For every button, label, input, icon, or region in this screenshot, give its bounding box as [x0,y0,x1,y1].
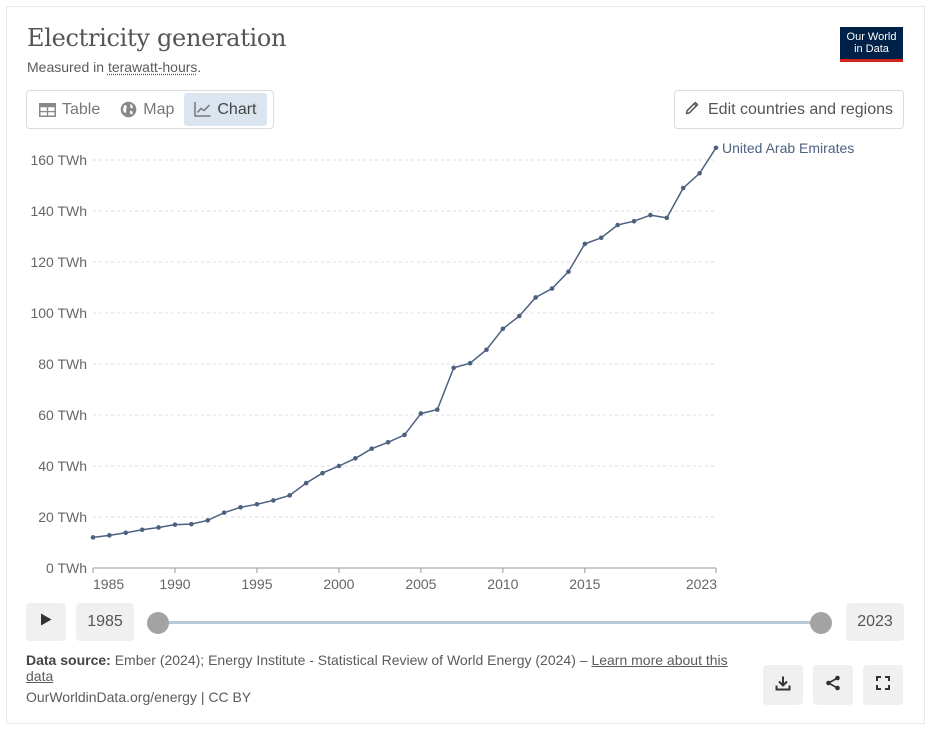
timeline-start-year[interactable]: 1985 [76,603,134,641]
unit-link[interactable]: terawatt-hours [107,59,198,75]
timeline-track[interactable] [158,621,822,624]
data-source: Data source: Ember (2024); Energy Instit… [26,652,746,684]
owid-logo[interactable]: Our World in Data [840,27,903,62]
logo-line1: Our World [846,31,897,43]
timeline-end-year[interactable]: 2023 [846,603,904,641]
share-button[interactable] [813,665,853,705]
edit-countries-label: Edit countries and regions [708,100,893,118]
globe-icon [120,101,137,118]
share-icon [825,675,841,696]
timeline-end-handle[interactable] [810,612,832,634]
tab-map-label: Map [143,100,175,118]
tab-chart-label: Chart [217,100,257,118]
data-source-text: Ember (2024); Energy Institute - Statist… [110,652,592,668]
timeline-start-handle[interactable] [147,612,169,634]
play-button[interactable] [26,603,66,641]
data-source-label: Data source: [26,652,111,668]
table-icon [39,102,56,117]
learn-more-link[interactable]: Learn more about this data [26,652,728,684]
download-icon [775,675,791,696]
download-button[interactable] [763,665,803,705]
credit-line[interactable]: OurWorldinData.org/energy | CC BY [26,689,252,705]
subtitle-prefix: Measured in [27,59,108,75]
logo-bar [840,59,903,62]
tab-map[interactable]: Map [110,93,184,126]
tab-chart[interactable]: Chart [184,93,267,126]
edit-countries-button[interactable]: Edit countries and regions [674,90,904,129]
chart-subtitle: Measured in terawatt-hours. [27,59,201,75]
play-icon [40,613,52,631]
logo-line2: in Data [854,43,889,55]
tab-table[interactable]: Table [29,93,110,126]
chart-title: Electricity generation [27,24,287,52]
subtitle-suffix: . [197,59,202,75]
fullscreen-button[interactable] [863,665,903,705]
fullscreen-icon [876,675,890,695]
line-chart-icon [194,102,211,117]
view-tabs: Table Map Chart [26,90,274,129]
tab-table-label: Table [62,100,101,118]
pencil-icon [685,100,700,120]
